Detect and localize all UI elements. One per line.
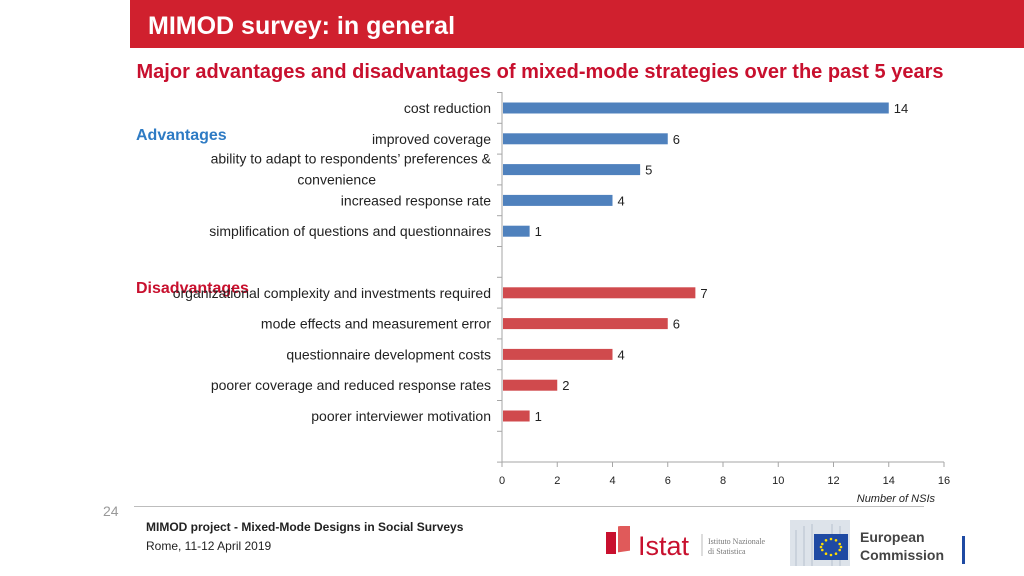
bar	[503, 102, 889, 114]
istat-logo-text: Istat	[638, 531, 690, 561]
footer-divider	[134, 506, 924, 507]
bar	[503, 194, 613, 206]
chart-subtitle: Major advantages and disadvantages of mi…	[136, 61, 944, 83]
x-tick-label: 8	[720, 475, 726, 487]
ec-logo-bar	[962, 536, 965, 564]
category-label: organizational complexity and investment…	[173, 285, 491, 301]
slide-title: MIMOD survey: in general	[148, 12, 456, 40]
bar-value-label: 1	[535, 224, 542, 239]
header-bar: MIMOD survey: in general	[130, 0, 1024, 48]
bar	[503, 133, 668, 145]
x-tick-label: 6	[665, 475, 671, 487]
category-label: poorer interviewer motivation	[311, 408, 491, 424]
bar-value-label: 14	[894, 101, 908, 116]
category-label: ability to adapt to respondents’ prefere…	[211, 151, 492, 167]
bar	[503, 287, 696, 299]
bar	[503, 318, 668, 330]
ec-logo-line2: Commission	[860, 547, 944, 563]
category-label: mode effects and measurement error	[261, 316, 491, 332]
category-label-line2: convenience	[297, 172, 376, 188]
bar-value-label: 7	[700, 286, 707, 301]
istat-logo: Istat Istituto Nazionale di Statistica	[606, 526, 766, 561]
x-tick-label: 12	[827, 475, 839, 487]
eu-stars	[819, 537, 843, 557]
bar-value-label: 5	[645, 163, 652, 178]
x-tick-label: 10	[772, 475, 784, 487]
category-label: poorer coverage and reduced response rat…	[211, 377, 491, 393]
istat-logo-shape	[606, 532, 616, 554]
x-tick-label: 4	[609, 475, 615, 487]
ec-logo-line1: European	[860, 529, 925, 545]
istat-logo-subtext-2: di Statistica	[708, 547, 746, 556]
bar-value-label: 6	[673, 317, 680, 332]
european-commission-logo: European Commission	[790, 520, 965, 566]
page-number: 24	[103, 503, 119, 519]
x-tick-label: 0	[499, 475, 505, 487]
bar	[503, 225, 530, 237]
bar-value-label: 2	[562, 378, 569, 393]
bar	[503, 379, 558, 391]
category-label: questionnaire development costs	[286, 346, 491, 362]
x-tick-label: 2	[554, 475, 560, 487]
advantages-heading: Advantages	[136, 127, 227, 144]
x-tick-label: 16	[938, 475, 950, 487]
footer-project: MIMOD project - Mixed-Mode Designs in So…	[146, 520, 464, 534]
category-label: cost reduction	[404, 100, 491, 116]
bar-value-label: 4	[618, 347, 625, 362]
footer-place-date: Rome, 11-12 April 2019	[146, 539, 272, 553]
category-label: increased response rate	[341, 192, 491, 208]
disadvantages-heading: Disadvantages	[136, 280, 249, 297]
bar-value-label: 4	[618, 193, 625, 208]
bar	[503, 348, 613, 360]
bar-value-label: 1	[535, 409, 542, 424]
category-label: simplification of questions and question…	[209, 223, 491, 239]
category-label: improved coverage	[372, 131, 491, 147]
bar	[503, 410, 530, 422]
x-axis-title: Number of NSIs	[857, 493, 936, 505]
bar	[503, 164, 641, 176]
istat-logo-shape-2	[618, 526, 630, 553]
x-tick-label: 14	[883, 475, 895, 487]
bar-value-label: 6	[673, 132, 680, 147]
istat-logo-subtext-1: Istituto Nazionale	[708, 537, 766, 546]
